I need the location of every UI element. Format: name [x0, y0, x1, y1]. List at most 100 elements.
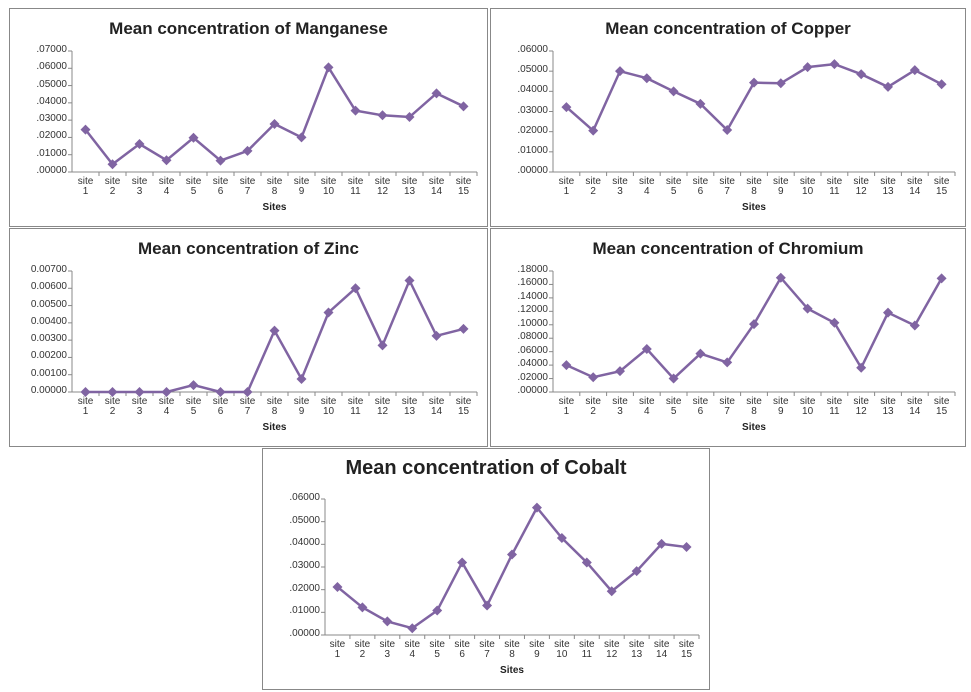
x-axis-title: Sites: [262, 202, 287, 213]
x-tick-label: site 12: [853, 176, 869, 197]
x-tick-label: site 8: [746, 176, 762, 197]
x-tick-label: site 1: [558, 176, 575, 197]
y-tick-label: .04000: [517, 358, 548, 370]
marker: [936, 79, 947, 90]
y-tick-label: .01000: [36, 147, 67, 159]
marker: [134, 138, 145, 149]
line: [85, 277, 464, 394]
marker: [323, 62, 334, 73]
marker: [561, 360, 572, 371]
y-tick-label: .01000: [517, 144, 548, 156]
marker: [332, 581, 343, 592]
x-tick-label: site 9: [773, 396, 789, 417]
x-tick-label: site 15: [933, 176, 950, 197]
marker: [188, 132, 199, 143]
x-tick-label: site 3: [131, 396, 148, 417]
x-tick-label: site 12: [374, 396, 391, 417]
x-tick-label: site 9: [293, 396, 310, 417]
x-tick-label: site 3: [612, 176, 628, 197]
line: [565, 62, 943, 133]
x-tick-label: site 11: [347, 176, 364, 197]
x-tick-label: site 3: [379, 639, 396, 660]
plot: [68, 50, 478, 176]
x-tick-label: site 4: [639, 396, 655, 417]
chart-panel: Mean concentration of Copper .00000 .01000…: [490, 8, 966, 227]
marker: [432, 605, 443, 616]
x-tick-label: site 4: [158, 176, 175, 197]
line: [336, 505, 687, 630]
x-tick-label: site 6: [692, 396, 709, 417]
marker: [561, 102, 572, 113]
marker: [357, 602, 368, 613]
y-tick-label: .03000: [289, 560, 320, 571]
x-tick-label: site 13: [628, 639, 645, 660]
y-tick-label: 0.00500: [30, 298, 67, 310]
marker: [615, 66, 625, 77]
x-tick-label: site 5: [429, 639, 445, 660]
y-tick-label: 0.00600: [30, 281, 67, 293]
y-tick-label: .05000: [289, 514, 320, 526]
x-tick-label: site 11: [579, 639, 595, 660]
y-tick-label: 0.00700: [30, 264, 67, 275]
marker: [377, 110, 388, 121]
marker: [856, 362, 867, 373]
x-tick-label: site 14: [907, 176, 923, 197]
x-axis-title: Sites: [262, 422, 287, 433]
marker: [269, 325, 280, 336]
marker: [296, 374, 307, 385]
x-axis-title: Sites: [742, 422, 766, 433]
marker: [656, 538, 667, 549]
y-tick-label: .16000: [517, 277, 548, 289]
x-tick-label: site 6: [692, 176, 709, 197]
y-tick-label: .02000: [289, 582, 320, 594]
x-axis-title: Sites: [500, 665, 524, 676]
marker: [588, 125, 599, 136]
x-axis-title: Sites: [742, 202, 766, 213]
marker: [407, 623, 418, 634]
y-tick-label: .06000: [289, 492, 320, 503]
chart-title: Mean concentration of Chromium: [592, 239, 864, 258]
y-tick-label: .01000: [289, 605, 320, 617]
x-tick-label: site 7: [719, 396, 735, 417]
y-tick-label: 0.00100: [30, 367, 67, 379]
x-tick-label: site 13: [401, 176, 418, 197]
y-tick-label: .05000: [517, 64, 548, 76]
x-tick-label: site 2: [585, 176, 601, 197]
x-tick-label: site 7: [479, 639, 495, 660]
x-tick-label: site 10: [799, 396, 816, 417]
chart-title: Mean concentration of Copper: [605, 19, 851, 38]
x-tick-label: site 5: [185, 176, 202, 197]
marker: [482, 600, 493, 611]
marker: [457, 557, 468, 568]
y-tick-label: .06000: [36, 61, 67, 73]
y-tick-label: .03000: [36, 113, 67, 125]
x-tick-label: site 2: [104, 396, 121, 417]
x-tick-label: site 15: [455, 396, 472, 417]
x-tick-label: site 11: [826, 396, 843, 417]
marker: [802, 303, 813, 314]
chart-panel: Mean concentration of Zinc 0.00000 0.00100…: [9, 228, 488, 447]
x-tick-label: site 6: [454, 639, 470, 660]
x-tick-label: site 4: [158, 396, 175, 417]
y-tick-label: .06000: [517, 44, 548, 55]
marker: [606, 586, 617, 597]
x-tick-label: site 14: [653, 639, 670, 660]
marker: [161, 387, 172, 397]
marker: [80, 124, 91, 135]
x-tick-label: site 9: [293, 176, 310, 197]
plot: [549, 270, 956, 396]
y-tick-label: .18000: [517, 264, 548, 275]
marker: [377, 340, 388, 351]
x-tick-label: site 12: [603, 639, 620, 660]
marker: [404, 112, 415, 123]
x-tick-label: site 1: [77, 176, 94, 197]
x-tick-label: site 4: [639, 176, 655, 197]
marker: [556, 532, 567, 543]
x-tick-label: site 1: [558, 396, 575, 417]
marker: [531, 502, 542, 513]
plot: [68, 270, 478, 397]
y-tick-label: .12000: [517, 304, 548, 316]
marker: [775, 78, 786, 89]
y-tick-label: .08000: [517, 331, 548, 343]
marker: [722, 357, 733, 368]
